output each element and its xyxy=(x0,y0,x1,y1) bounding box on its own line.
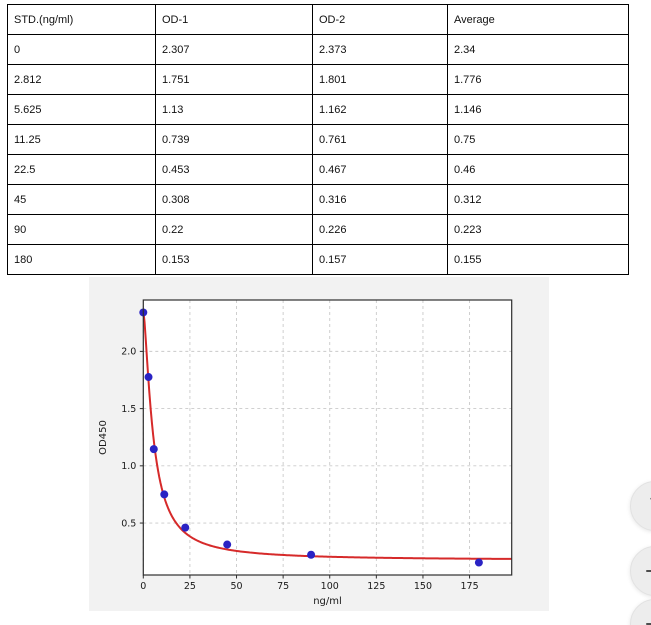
column-header: OD-2 xyxy=(312,4,448,35)
column-header: STD.(ng/ml) xyxy=(7,4,156,35)
table-cell: 0.312 xyxy=(447,184,629,215)
table-cell: 0.75 xyxy=(447,124,629,155)
table-row: 45 0.308 0.316 0.312 xyxy=(7,184,629,215)
fit-curve xyxy=(142,310,512,560)
table-row: 0 2.307 2.373 2.34 xyxy=(7,34,629,65)
collapse-arrows-icon xyxy=(650,497,651,500)
column-header: OD-1 xyxy=(155,4,313,35)
y-tick-label: 2.0 xyxy=(121,347,136,358)
table-cell: 45 xyxy=(7,184,156,215)
standards-table: STD.(ng/ml) OD-1 OD-2 Average 0 2.307 2.373 2.… xyxy=(7,4,629,275)
table-cell: 90 xyxy=(7,214,156,245)
x-tick-label: 175 xyxy=(460,581,478,592)
table-cell: 0.308 xyxy=(155,184,313,215)
table-cell: 0.226 xyxy=(312,214,448,245)
x-tick-label: 150 xyxy=(414,581,432,592)
x-axis-label: ng/ml xyxy=(313,596,342,607)
table-cell: 1.751 xyxy=(155,64,313,95)
table-cell: 1.776 xyxy=(447,64,629,95)
data-point xyxy=(181,523,190,532)
table-cell: 0.22 xyxy=(155,214,313,245)
data-point xyxy=(149,445,158,454)
table-cell: 0.153 xyxy=(155,244,313,275)
table-cell: 0.453 xyxy=(155,154,313,185)
data-point xyxy=(160,490,169,499)
table-cell: 0.467 xyxy=(312,154,448,185)
standard-curve-figure: 0 25 50 75 100 125 150 175 0.5 1.0 1.5 2.0 ng/ml OD45… xyxy=(89,277,549,611)
x-tick-label: 50 xyxy=(230,581,242,592)
data-point xyxy=(223,540,232,549)
table-cell: 0.316 xyxy=(312,184,448,215)
data-point xyxy=(307,550,316,559)
x-tick-label: 0 xyxy=(140,581,146,592)
minus-icon xyxy=(646,569,651,573)
standard-curve-chart: 0 25 50 75 100 125 150 175 0.5 1.0 1.5 2.0 ng/ml OD45… xyxy=(89,277,549,611)
table-cell: 11.25 xyxy=(7,124,156,155)
collapse-button[interactable] xyxy=(630,481,651,531)
table-row: 2.812 1.751 1.801 1.776 xyxy=(7,64,629,95)
table-cell: 22.5 xyxy=(7,154,156,185)
y-tick-label: 0.5 xyxy=(121,518,136,529)
table-cell: 0.761 xyxy=(312,124,448,155)
table-row: 5.625 1.13 1.162 1.146 xyxy=(7,94,629,125)
table-cell: 0.739 xyxy=(155,124,313,155)
zoom-out-button-secondary[interactable] xyxy=(630,599,651,625)
table-cell: 2.307 xyxy=(155,34,313,65)
table-cell: 0.157 xyxy=(312,244,448,275)
x-tick-label: 25 xyxy=(184,581,196,592)
y-axis-label: OD450 xyxy=(98,420,109,455)
table-header-row: STD.(ng/ml) OD-1 OD-2 Average xyxy=(7,4,629,35)
table-cell: 2.34 xyxy=(447,34,629,65)
table-cell: 0.155 xyxy=(447,244,629,275)
x-tick-label: 125 xyxy=(367,581,385,592)
table-row: 180 0.153 0.157 0.155 xyxy=(7,244,629,275)
zoom-out-button[interactable] xyxy=(630,546,651,596)
data-point xyxy=(474,558,483,567)
y-tick-label: 1.0 xyxy=(121,461,136,472)
column-header: Average xyxy=(447,4,629,35)
y-tick-label: 1.5 xyxy=(121,404,136,415)
table-cell: 0.223 xyxy=(447,214,629,245)
table-cell: 1.13 xyxy=(155,94,313,125)
table-cell: 2.373 xyxy=(312,34,448,65)
x-tick-label: 100 xyxy=(321,581,339,592)
x-tick-label: 75 xyxy=(277,581,289,592)
table-cell: 0.46 xyxy=(447,154,629,185)
table-row: 11.25 0.739 0.761 0.75 xyxy=(7,124,629,155)
plot-background xyxy=(143,300,512,575)
table-row: 90 0.22 0.226 0.223 xyxy=(7,214,629,245)
minus-icon xyxy=(646,622,651,625)
table-row: 22.5 0.453 0.467 0.46 xyxy=(7,154,629,185)
table-cell: 0 xyxy=(7,34,156,65)
table-cell: 5.625 xyxy=(7,94,156,125)
table-cell: 2.812 xyxy=(7,64,156,95)
data-point xyxy=(144,373,153,382)
table-cell: 180 xyxy=(7,244,156,275)
table-cell: 1.162 xyxy=(312,94,448,125)
table-cell: 1.801 xyxy=(312,64,448,95)
plot-border xyxy=(142,299,513,576)
table-cell: 1.146 xyxy=(447,94,629,125)
